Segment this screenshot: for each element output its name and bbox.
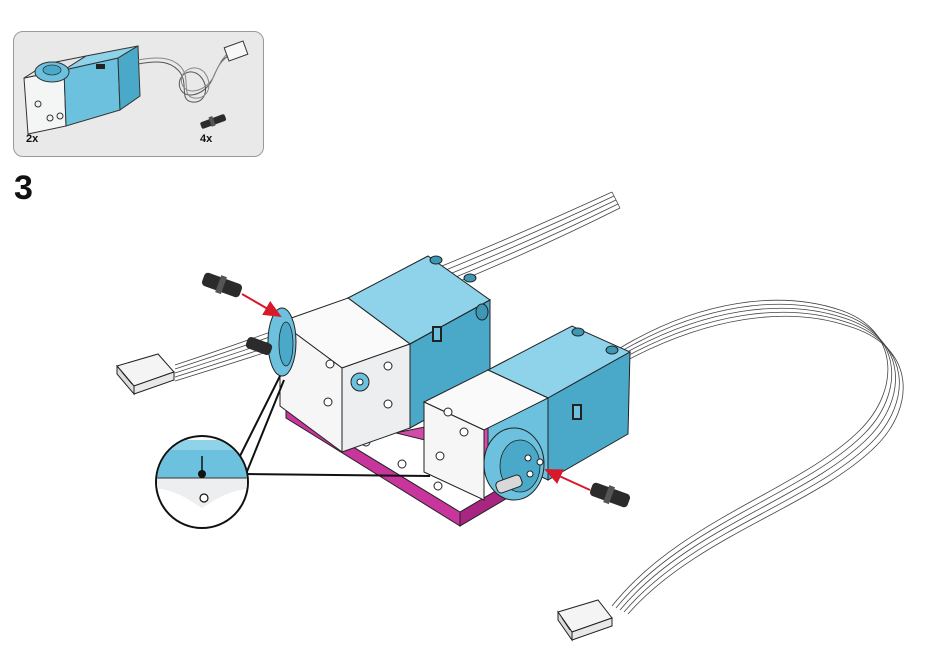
parts-pin-quantity: 4x [200,133,213,145]
lower-motor-cable [611,299,904,615]
upper-motor [267,255,491,453]
arrow-icon-lower [544,469,591,491]
pin-icon-upper-back [245,337,273,355]
lower-cable-connector [557,599,613,642]
parts-motor-quantity: 2x [26,133,39,145]
pin-icon-upper [201,272,243,298]
upper-cable-connector [116,353,175,396]
parts-motor-icon [23,45,141,135]
arrow-icon-upper [241,293,282,318]
zoom-callout-icon [155,375,431,529]
step-number: 3 [14,169,33,207]
parts-cable-icon [137,40,249,103]
lower-motor [422,325,632,501]
pin-icon-lower [589,482,631,508]
parts-pin-icon [200,114,227,129]
